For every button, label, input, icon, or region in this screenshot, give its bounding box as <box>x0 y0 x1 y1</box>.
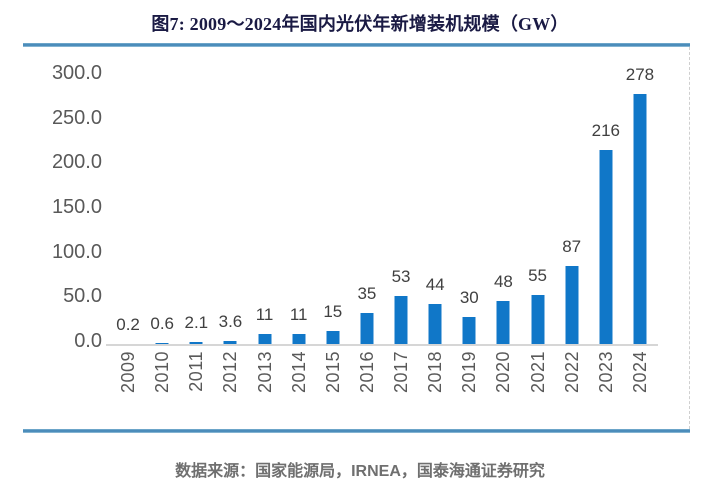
bar-column-2009: 0.2 <box>111 74 145 344</box>
x-label-cell-2016: 2016 <box>350 351 384 425</box>
x-tick-label: 2023 <box>595 351 616 394</box>
x-label-cell-2017: 2017 <box>384 351 418 425</box>
x-label-cell-2022: 2022 <box>555 351 589 425</box>
x-label-cell-2013: 2013 <box>248 351 282 425</box>
data-source-note: 数据来源：国家能源局，IRNEA，国泰海通证券研究 <box>175 463 545 480</box>
x-label-cell-2010: 2010 <box>145 351 179 425</box>
value-label-2016: 35 <box>357 283 377 303</box>
bar-2021 <box>531 294 545 344</box>
bar-2019 <box>462 317 476 344</box>
bar-column-2024: 278 <box>623 65 657 344</box>
x-tick-label: 2016 <box>356 351 377 394</box>
y-tick-label: 0.0 <box>74 330 102 353</box>
bar-column-2022: 87 <box>555 74 589 344</box>
bar-2013 <box>258 334 272 344</box>
x-tick-label: 2012 <box>220 351 241 394</box>
value-label-2018: 44 <box>425 275 445 295</box>
value-label-2010: 0.6 <box>150 314 175 334</box>
bar-2017 <box>394 296 408 344</box>
value-label-2011: 2.1 <box>184 313 209 333</box>
x-tick-label: 2021 <box>527 351 548 394</box>
bar-2020 <box>496 300 510 344</box>
chart-title: 图7: 2009～2024年国内光伏年新增装机规模（GW） <box>151 14 569 34</box>
x-tick-label: 2015 <box>322 351 343 394</box>
x-label-cell-2021: 2021 <box>521 351 555 425</box>
x-tick-label: 2024 <box>629 351 650 394</box>
x-tick-label: 2020 <box>493 351 514 394</box>
x-label-cell-2011: 2011 <box>179 351 213 425</box>
x-label-cell-2009: 2009 <box>111 351 145 425</box>
y-tick-label: 100.0 <box>51 240 102 263</box>
x-tick-label: 2022 <box>561 351 582 394</box>
bar-2015 <box>326 330 340 344</box>
bar-column-2014: 11 <box>282 74 316 344</box>
x-tick-label: 2011 <box>186 351 207 392</box>
x-tick-label: 2013 <box>254 351 275 394</box>
bar-column-2016: 35 <box>350 74 384 344</box>
right-dashed-border <box>689 47 690 429</box>
bar-column-2018: 44 <box>418 74 452 344</box>
bar-2012 <box>223 340 237 344</box>
value-label-2024: 278 <box>625 64 655 84</box>
bar-2023 <box>599 149 613 344</box>
bar-column-2020: 48 <box>486 74 520 344</box>
y-tick-label: 50.0 <box>63 285 102 308</box>
x-label-cell-2024: 2024 <box>623 351 657 425</box>
bar-column-2019: 30 <box>452 74 486 344</box>
bar-2010 <box>155 343 169 344</box>
y-tick-label: 250.0 <box>51 106 102 129</box>
x-axis-labels: 2009 2010 2011 2012 2013 2014 2015 2016 2017 2018… <box>111 351 657 425</box>
bar-2024 <box>633 93 647 344</box>
x-label-cell-2015: 2015 <box>316 351 350 425</box>
value-label-2021: 55 <box>528 265 548 285</box>
x-tick-label: 2017 <box>391 351 412 394</box>
x-tick-label: 2014 <box>288 351 309 394</box>
bar-column-2015: 15 <box>316 74 350 344</box>
bar-column-2013: 11 <box>248 74 282 344</box>
footer-separator-line <box>23 429 690 433</box>
bar-column-2023: 216 <box>589 74 623 344</box>
bar-2014 <box>292 334 306 344</box>
bar-2011 <box>189 342 203 344</box>
value-label-2015: 15 <box>323 301 343 321</box>
value-label-2013: 11 <box>255 305 274 325</box>
bar-2022 <box>565 265 579 344</box>
x-label-cell-2014: 2014 <box>282 351 316 425</box>
x-tick-label: 2010 <box>152 351 173 394</box>
bar-column-2021: 55 <box>521 74 555 344</box>
value-label-2017: 53 <box>391 267 411 287</box>
bar-column-2011: 2.1 <box>179 74 213 344</box>
bar-2016 <box>360 312 374 344</box>
bar-2018 <box>428 304 442 344</box>
y-tick-label: 150.0 <box>51 196 102 218</box>
bar-column-2012: 3.6 <box>213 74 247 344</box>
value-label-2022: 87 <box>562 236 582 256</box>
title-separator-line <box>23 43 690 47</box>
bar-column-2017: 53 <box>384 74 418 344</box>
y-tick-label: 200.0 <box>51 151 102 174</box>
plot-area: 0.2 0.6 2.1 3.6 11 11 15 35 53 44 30 48 55 87 216 278 <box>111 65 657 344</box>
x-tick-label: 2009 <box>118 351 139 394</box>
x-label-cell-2012: 2012 <box>213 351 247 425</box>
value-label-2019: 30 <box>459 288 479 307</box>
value-label-2009: 0.2 <box>116 314 140 334</box>
x-tick-label: 2019 <box>459 351 480 394</box>
x-tick-label: 2018 <box>425 351 446 394</box>
y-tick-label: 300.0 <box>51 62 102 84</box>
bar-column-2010: 0.6 <box>145 74 179 344</box>
y-axis: 300.0 250.0 200.0 150.0 100.0 50.0 0.0 <box>24 0 102 400</box>
x-axis-line <box>106 344 658 346</box>
x-label-cell-2019: 2019 <box>452 351 486 425</box>
value-label-2023: 216 <box>591 120 620 140</box>
value-label-2012: 3.6 <box>218 311 243 331</box>
x-label-cell-2020: 2020 <box>486 351 520 425</box>
value-label-2014: 11 <box>289 305 308 325</box>
value-label-2020: 48 <box>493 271 513 291</box>
x-label-cell-2023: 2023 <box>589 351 623 425</box>
x-label-cell-2018: 2018 <box>418 351 452 425</box>
